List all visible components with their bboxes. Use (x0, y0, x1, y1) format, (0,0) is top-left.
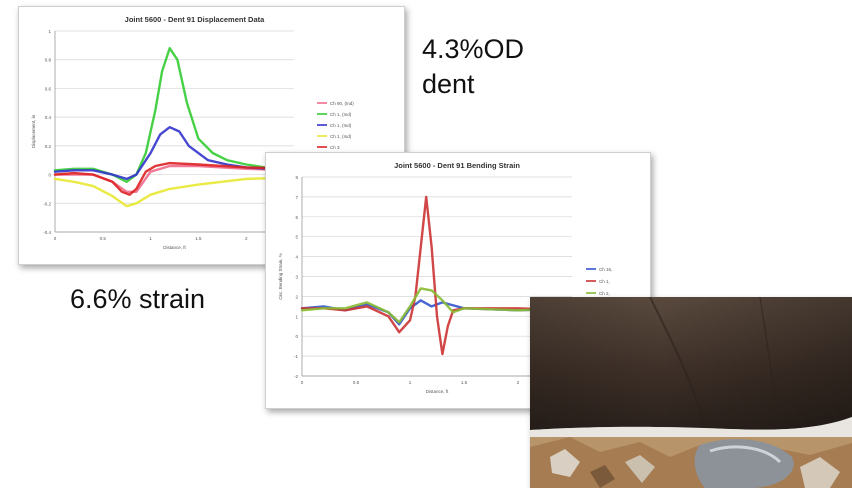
x-tick-label: 1 (409, 380, 412, 385)
dent-photo-image (530, 297, 852, 488)
legend-label: Ch 1, (599, 279, 610, 284)
chart-title: Joint 5600 - Dent 91 Displacement Data (125, 15, 265, 24)
bending-strain-chart-card: Joint 5600 - Dent 91 Bending Strain 8 7 6 5 4… (265, 152, 651, 409)
x-tick-label: 1.5 (195, 236, 202, 241)
y-tick-label: 1 (295, 314, 298, 319)
dent-text: 4.3%OD dent (422, 32, 524, 101)
y-axis-label: Displacement, in (31, 114, 36, 148)
x-tick-label: 1 (149, 236, 152, 241)
x-axis-label: Distance, ft (163, 245, 186, 250)
x-tick-label: 0 (301, 380, 304, 385)
y-tick-label: -2 (294, 374, 298, 379)
y-tick-label: 6 (295, 215, 298, 220)
series-line (53, 176, 296, 208)
dent-text-line2: dent (422, 68, 475, 99)
y-tick-label: -1 (294, 354, 298, 359)
x-axis-label: Distance, ft (426, 389, 449, 394)
y-tick-label: 1 (48, 29, 51, 34)
x-tick-label: 1.5 (461, 380, 468, 385)
y-tick-label: 0.4 (45, 115, 52, 120)
y-axis-label: Circ. Bending Strain, % (278, 253, 283, 300)
chart-title: Joint 5600 - Dent 91 Bending Strain (394, 161, 520, 170)
bending-strain-chart: Joint 5600 - Dent 91 Bending Strain 8 7 6 5 4… (278, 161, 612, 394)
y-tick-label: 7 (295, 195, 298, 200)
y-tick-label: 3 (295, 275, 298, 280)
y-tick-label: 0.6 (45, 86, 52, 91)
series-line (300, 195, 574, 356)
series-line (300, 287, 574, 324)
x-tick-label: 2 (245, 236, 248, 241)
x-tick-label: 0.5 (353, 380, 360, 385)
legend-label: Ch 1, (Ind) (330, 123, 352, 128)
y-tick-label: 0.2 (45, 144, 52, 149)
strain-text: 6.6% strain (70, 284, 206, 314)
y-tick-label: -0.4 (43, 230, 51, 235)
displacement-chart: Joint 5600 - Dent 91 Displacement Data 1 0… (31, 15, 354, 250)
legend-label: Ch 3 (330, 145, 340, 150)
legend-label: Ch 16, (599, 267, 612, 272)
y-tick-label: 2 (295, 294, 298, 299)
y-tick-label: 5 (295, 235, 298, 240)
legend-label: Ch 1, (Ind) (330, 112, 352, 117)
y-tick-label: 4 (295, 255, 298, 260)
legend-label: Ch 90, (Ind) (330, 101, 354, 106)
x-tick-label: 2 (517, 380, 520, 385)
dent-text-line1: 4.3%OD (422, 34, 525, 64)
dent-photo (530, 297, 852, 488)
legend-label: Ch 2, (599, 291, 610, 296)
series-line (53, 126, 296, 181)
displacement-chart-card: Joint 5600 - Dent 91 Displacement Data 1 0… (18, 6, 405, 265)
x-tick-label: 0 (54, 236, 57, 241)
series-line (53, 47, 296, 183)
y-tick-label: 8 (295, 175, 298, 180)
x-tick-label: 0.5 (100, 236, 107, 241)
y-tick-label: -0.2 (43, 201, 51, 206)
y-tick-label: 0 (48, 173, 51, 178)
y-tick-label: 0 (295, 334, 298, 339)
y-tick-label: 0.8 (45, 58, 52, 63)
legend-label: Ch 1, (Ind) (330, 134, 352, 139)
series-line (53, 161, 296, 196)
